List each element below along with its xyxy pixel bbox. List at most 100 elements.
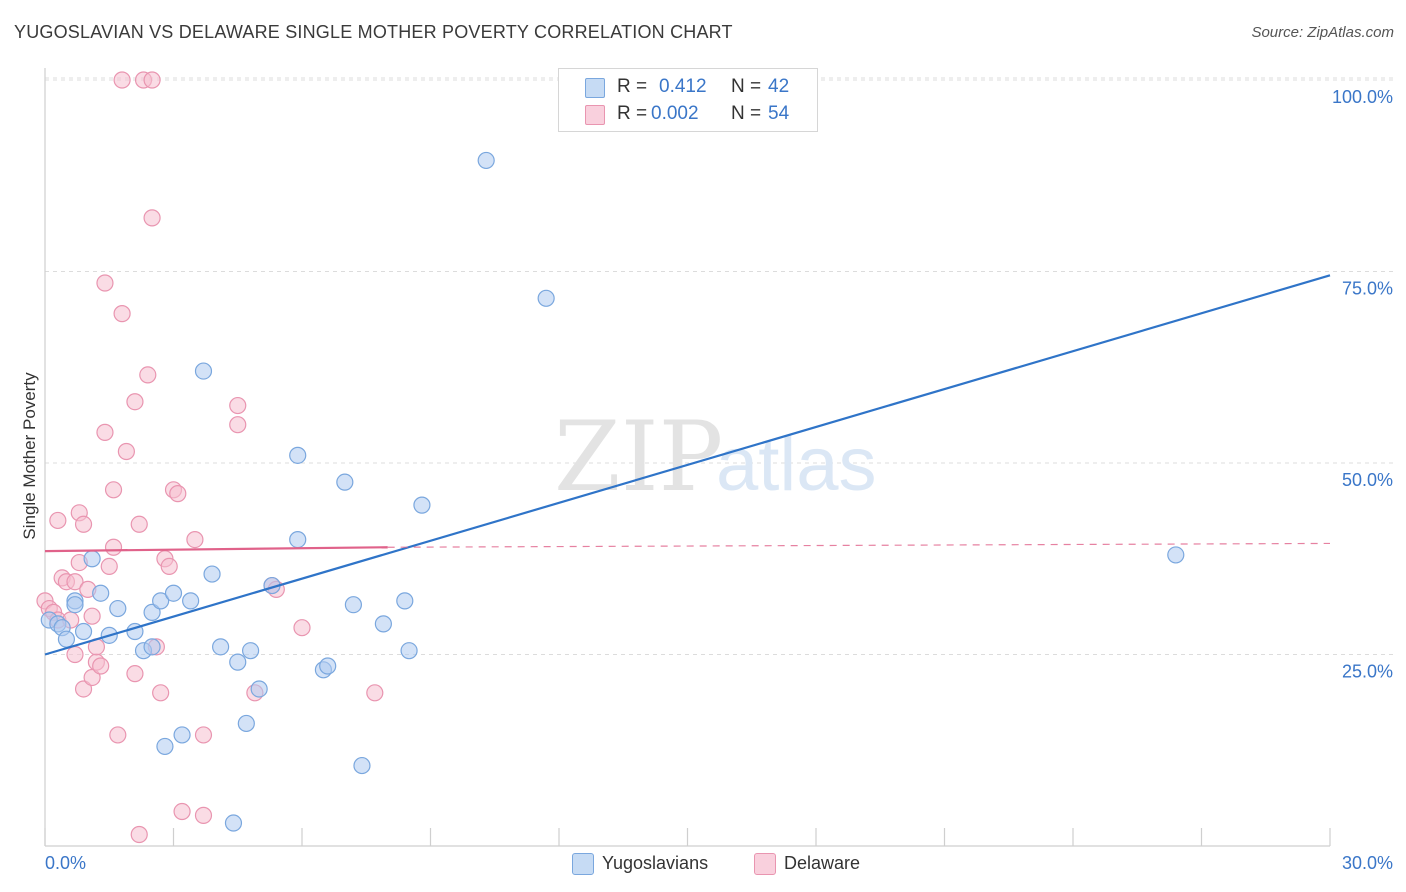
legend-n-value: 42	[768, 76, 790, 97]
yugoslavians-point	[229, 653, 247, 671]
grid-layer	[45, 77, 1394, 655]
delaware-point	[186, 530, 204, 549]
yugoslavians-point	[203, 565, 221, 583]
delaware-point	[126, 393, 144, 411]
yugoslavians-point	[212, 638, 230, 656]
y-tick-label: 100.0%	[1332, 87, 1393, 107]
yugoslavians-point	[400, 642, 418, 660]
yugoslavians-point	[289, 446, 307, 464]
legend-r-label: R =	[617, 103, 648, 124]
delaware-point	[66, 645, 84, 664]
tick-labels: 100.0% 75.0% 50.0% 25.0% 0.0% 30.0%	[45, 87, 1393, 873]
trend-line-yugoslavians	[44, 274, 1331, 656]
yugoslavians-point	[66, 596, 84, 614]
delaware-point	[109, 726, 127, 744]
yugoslavians-point	[224, 814, 243, 832]
legend-r-label: R =	[617, 76, 648, 97]
delaware-point	[194, 806, 213, 824]
x-tick-label-min: 0.0%	[45, 853, 86, 873]
delaware-point	[74, 515, 93, 533]
delaware-point	[130, 825, 148, 844]
yugoslavians-point	[173, 726, 191, 744]
delaware-point	[143, 209, 161, 227]
yugoslavians-point	[1167, 546, 1185, 564]
yugoslavians-point	[182, 592, 200, 610]
legend-label-delaware: Delaware	[784, 853, 861, 873]
watermark-zip: ZIP	[554, 401, 723, 513]
yugoslavians-point	[152, 592, 170, 610]
yugoslavians-point	[57, 630, 76, 648]
delaware-point	[83, 607, 101, 625]
axis-layer	[44, 68, 1331, 847]
delaware-point	[92, 657, 110, 675]
yugoslavians-point	[344, 596, 362, 614]
yugoslavians-point	[250, 680, 268, 698]
correlation-legend: R = 0.412 N = 42 R = 0.002 N = 54	[558, 68, 818, 132]
yugoslavians-point	[396, 592, 414, 610]
yugoslavians-point	[289, 530, 307, 549]
yugoslavians-point	[83, 550, 101, 568]
delaware-point	[49, 511, 67, 530]
legend-r-value: 0.412	[659, 76, 707, 97]
yugoslavians-point	[353, 756, 371, 775]
delaware-point	[126, 665, 144, 683]
y-tick-label: 25.0%	[1342, 662, 1393, 682]
delaware-point	[74, 680, 93, 698]
yugoslavians-point	[109, 599, 127, 618]
legend-n-label: N =	[731, 103, 762, 124]
delaware-point	[113, 305, 131, 323]
yugoslavians-point	[92, 584, 110, 602]
delaware-point	[169, 485, 187, 503]
delaware-point	[173, 802, 191, 821]
yugoslavians-point	[242, 642, 260, 660]
source-label: Source: ZipAtlas.com	[1251, 24, 1394, 41]
legend-label-yugoslavians: Yugoslavians	[602, 853, 709, 873]
trend-lines	[44, 274, 1331, 656]
delaware-point	[96, 423, 114, 441]
legend-swatch-blue	[585, 78, 605, 98]
trend-line-delaware	[387, 542, 1331, 548]
yugoslavians-point	[164, 584, 183, 602]
y-tick-label: 75.0%	[1342, 279, 1393, 299]
trend-line-delaware	[44, 546, 388, 553]
yugoslavians-point	[336, 473, 354, 491]
chart-title: YUGOSLAVIAN VS DELAWARE SINGLE MOTHER PO…	[14, 22, 733, 42]
x-tick-label-max: 30.0%	[1342, 853, 1393, 873]
yugoslavians-point	[319, 657, 337, 675]
delaware-point	[139, 366, 157, 384]
delaware-point	[229, 416, 247, 434]
delaware-point	[143, 71, 161, 89]
delaware-point	[194, 726, 213, 744]
yugoslavians-point	[156, 737, 174, 756]
delaware-point	[130, 515, 148, 533]
delaware-point	[100, 557, 118, 576]
delaware-point	[96, 274, 114, 292]
legend-r-value: 0.002	[651, 103, 699, 124]
watermark-atlas: atlas	[716, 422, 877, 507]
delaware-point	[366, 684, 384, 702]
yugoslavians-point	[477, 151, 495, 170]
delaware-point	[160, 557, 178, 576]
yugoslavians-point	[537, 289, 555, 307]
yugoslavians-point	[413, 496, 431, 514]
delaware-point	[117, 442, 135, 461]
yugoslavians-point	[194, 362, 213, 380]
legend-swatch-blue	[572, 853, 594, 875]
delaware-point	[152, 684, 170, 702]
legend-swatch-pink	[585, 105, 605, 125]
yugoslavians-point	[237, 714, 255, 733]
legend-n-label: N =	[731, 76, 762, 97]
legend-row-delaware: R = 0.002 N = 54	[559, 101, 817, 127]
legend-swatch-pink	[754, 853, 776, 875]
y-tick-label: 50.0%	[1342, 470, 1393, 490]
delaware-point	[104, 481, 123, 499]
yugoslavians-point	[143, 638, 161, 656]
yugoslavians-point	[74, 622, 93, 641]
watermark: ZIP atlas	[554, 401, 877, 513]
delaware-point	[113, 71, 131, 89]
legend-n-value: 54	[768, 103, 790, 124]
delaware-point	[293, 619, 311, 637]
legend-row-yugoslavians: R = 0.412 N = 42	[559, 74, 817, 100]
delaware-point	[66, 573, 84, 591]
